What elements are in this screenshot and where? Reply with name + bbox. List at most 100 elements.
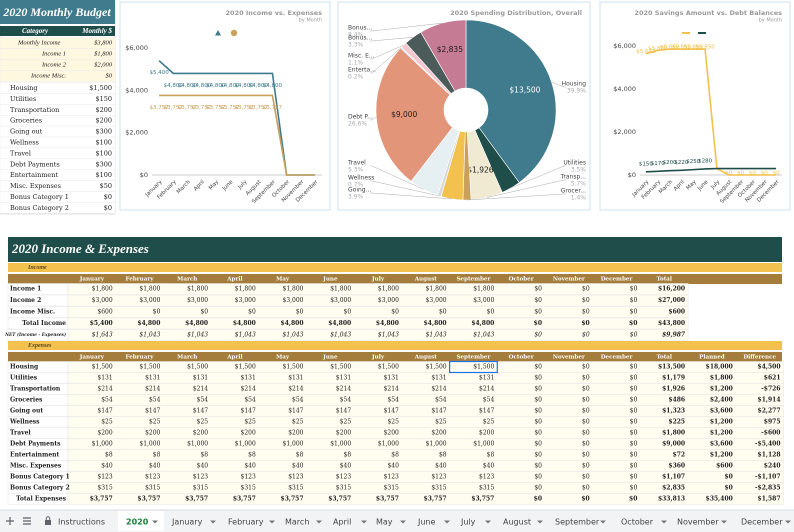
- sheet-tab[interactable]: February: [228, 518, 264, 527]
- cell-value: $315: [431, 485, 446, 492]
- cell-value: $0: [630, 332, 638, 339]
- column-header: July: [371, 355, 385, 361]
- sheet-tab[interactable]: January: [171, 518, 203, 527]
- cell-value: $315: [288, 485, 303, 492]
- column-header: August: [414, 277, 438, 283]
- sheet-tab[interactable]: August: [503, 518, 531, 527]
- row-label: Groceries: [10, 397, 43, 404]
- data-label: $4,800: [192, 83, 212, 89]
- cell-value: $1,500: [139, 364, 160, 371]
- tab-dropdown[interactable]: [269, 520, 275, 524]
- tab-dropdown[interactable]: [152, 520, 158, 524]
- cell-value: $240: [764, 463, 781, 470]
- tab-dropdown[interactable]: [600, 520, 606, 524]
- active-tab[interactable]: [118, 511, 164, 531]
- sheet-tab[interactable]: September: [555, 518, 600, 527]
- cell-value: $3,000: [283, 297, 304, 304]
- tab-dropdown[interactable]: [661, 520, 667, 524]
- data-label: $3,757: [263, 105, 283, 111]
- sheet-tab[interactable]: July: [460, 518, 476, 527]
- cell-value: $1,800: [473, 286, 494, 293]
- column-header: December: [601, 277, 633, 283]
- sheet-tab[interactable]: Instructions: [58, 518, 105, 527]
- leader-line: [370, 37, 414, 42]
- tab-dropdown[interactable]: [400, 520, 406, 524]
- data-label: $3,757: [234, 105, 254, 111]
- sheet-tab[interactable]: May: [376, 518, 393, 527]
- cell-value: $25: [197, 419, 209, 426]
- cell-value: $40: [292, 463, 304, 470]
- sheet-tab[interactable]: 2020: [126, 518, 149, 527]
- cell-value: $0: [534, 496, 542, 503]
- data-line: [645, 48, 777, 176]
- sheet-tab[interactable]: October: [621, 518, 654, 527]
- cell-value: $54: [387, 397, 399, 404]
- cell-value: $2,277: [758, 408, 781, 415]
- cell-value: $0: [582, 309, 590, 316]
- cell-value: $1,000: [330, 441, 351, 448]
- tab-dropdown[interactable]: [316, 520, 322, 524]
- cell-value: $9,000: [662, 441, 685, 448]
- sheet-tab[interactable]: April: [333, 518, 351, 527]
- tab-dropdown[interactable]: [444, 520, 450, 524]
- data-label: $3,757: [249, 105, 269, 111]
- cell-value: $2,835: [662, 485, 685, 492]
- tab-dropdown[interactable]: [537, 520, 543, 524]
- cell-value: $975: [764, 419, 781, 426]
- leader-line: [370, 44, 404, 60]
- cell-value: $200: [384, 430, 399, 437]
- chart-title: 2020 Savings Amount vs. Debt Balances: [634, 9, 782, 17]
- slice-name: Grocer...: [561, 188, 586, 195]
- cell-value: $0: [534, 397, 542, 404]
- cell-value: $147: [384, 408, 399, 415]
- section-bar: [8, 341, 782, 350]
- cell-value: $18,000: [706, 364, 733, 371]
- chart-title: 2020 Spending Distribution, Overall: [450, 9, 582, 17]
- cell-value: $35,400: [706, 496, 733, 503]
- cell-value: $214: [97, 386, 112, 393]
- row-label: Housing: [10, 364, 39, 371]
- cell-value: $3,757: [185, 496, 208, 503]
- cell-value: $16,200: [658, 286, 685, 293]
- sheet-tab[interactable]: June: [417, 518, 436, 527]
- header-bar: [8, 352, 782, 362]
- sheet-tab[interactable]: December: [741, 518, 783, 527]
- budget-label: Going out: [10, 128, 43, 136]
- cell-value: $13,500: [658, 364, 685, 371]
- sheet-tab[interactable]: November: [677, 518, 719, 527]
- legend-marker: [230, 29, 238, 37]
- tab-dropdown[interactable]: [485, 520, 491, 524]
- sheet-tab[interactable]: March: [285, 518, 309, 527]
- column-header: February: [126, 355, 155, 361]
- tab-dropdown[interactable]: [785, 520, 791, 524]
- cell-value: $0: [582, 419, 590, 426]
- data-label: $3,757: [164, 105, 184, 111]
- cell-value: $3,000: [92, 297, 113, 304]
- budget-value: $1,800: [94, 50, 113, 57]
- cell-value: $1,043: [187, 332, 208, 339]
- cell-value: $0: [248, 309, 256, 316]
- cell-value: $131: [97, 375, 112, 382]
- tab-dropdown[interactable]: [210, 520, 216, 524]
- cell-value: $5,400: [90, 320, 113, 327]
- cell-value: $0: [582, 430, 590, 437]
- cell-value: $0: [534, 463, 542, 470]
- row-label: Income 2: [10, 297, 41, 304]
- cell-value: $315: [336, 485, 351, 492]
- budget-label: Income 2: [41, 61, 67, 68]
- tab-dropdown[interactable]: [721, 520, 727, 524]
- column-header: July: [371, 277, 385, 283]
- column-header: January: [79, 277, 105, 283]
- cell-value: $0: [630, 485, 638, 492]
- slice-name: Misc. E...: [348, 53, 375, 60]
- cell-value: $0: [582, 286, 590, 293]
- cell-value: $1,500: [473, 364, 494, 371]
- cell-value: $147: [288, 408, 303, 415]
- slice-name: Utilities: [563, 160, 586, 167]
- cell-value: $1,800: [235, 286, 256, 293]
- tab-dropdown[interactable]: [361, 520, 367, 524]
- cell-value: $0: [582, 408, 590, 415]
- cell-value: $200: [336, 430, 351, 437]
- cell-value: $0: [582, 485, 590, 492]
- cell-value: $0: [534, 364, 542, 371]
